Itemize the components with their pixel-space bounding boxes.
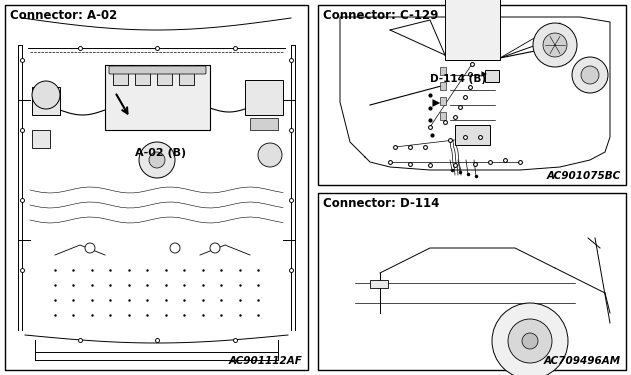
Text: AC709496AM: AC709496AM: [544, 356, 621, 366]
Bar: [318, 5, 626, 185]
Circle shape: [210, 243, 220, 253]
Circle shape: [522, 333, 538, 349]
Circle shape: [32, 81, 60, 109]
Bar: [440, 67, 446, 75]
Bar: [245, 80, 283, 115]
Bar: [157, 65, 172, 85]
Bar: [318, 193, 626, 370]
Circle shape: [258, 143, 282, 167]
Bar: [485, 70, 499, 82]
Text: Connector: D-114: Connector: D-114: [323, 197, 439, 210]
Text: D-114 (B): D-114 (B): [430, 74, 486, 84]
Circle shape: [508, 319, 552, 363]
Circle shape: [139, 142, 175, 178]
FancyBboxPatch shape: [109, 66, 206, 74]
Bar: [5, 5, 308, 370]
Bar: [440, 82, 446, 90]
Text: Connector: A-02: Connector: A-02: [10, 9, 117, 22]
Bar: [135, 65, 150, 85]
Circle shape: [543, 33, 567, 57]
Bar: [440, 97, 446, 105]
Circle shape: [572, 57, 608, 93]
Circle shape: [149, 152, 165, 168]
Circle shape: [170, 243, 180, 253]
Circle shape: [492, 303, 568, 375]
Bar: [445, 0, 500, 60]
Bar: [440, 112, 446, 120]
Bar: [455, 125, 490, 145]
Bar: [113, 65, 128, 85]
Bar: [250, 118, 278, 130]
Bar: [32, 130, 50, 148]
Bar: [370, 280, 388, 288]
Text: AC901112AF: AC901112AF: [229, 356, 303, 366]
Text: AC901075BC: AC901075BC: [546, 171, 621, 181]
Bar: [105, 65, 210, 130]
Circle shape: [85, 243, 95, 253]
Bar: [32, 87, 60, 115]
Text: Connector: C-129: Connector: C-129: [323, 9, 439, 22]
Text: A-02 (B): A-02 (B): [135, 148, 186, 158]
Circle shape: [533, 23, 577, 67]
Circle shape: [581, 66, 599, 84]
Bar: [179, 65, 194, 85]
